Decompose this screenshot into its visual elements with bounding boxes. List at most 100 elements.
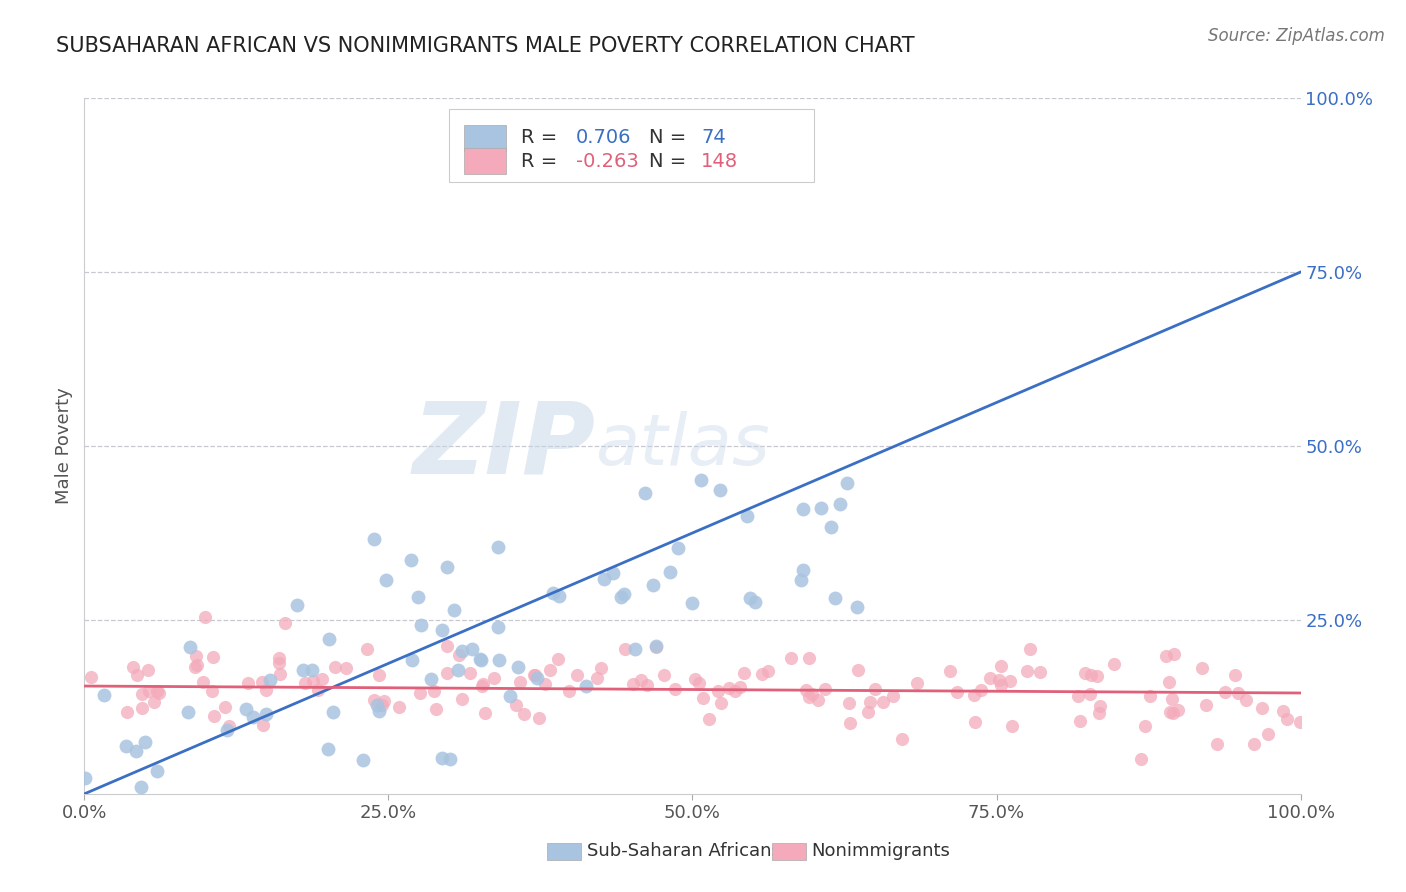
Point <box>451 691 474 706</box>
Point <box>143 695 166 709</box>
Point <box>1167 703 1189 717</box>
Point <box>614 641 637 656</box>
Point <box>664 681 686 696</box>
Point <box>423 684 446 698</box>
Point <box>267 656 290 670</box>
Point <box>987 673 1010 688</box>
Point <box>533 677 555 691</box>
Point <box>998 673 1021 688</box>
Point <box>733 666 755 681</box>
Point <box>419 672 441 686</box>
Point <box>121 660 143 674</box>
Point <box>254 682 277 697</box>
Point <box>505 698 527 712</box>
Point <box>202 649 225 664</box>
Point <box>401 653 423 667</box>
Point <box>409 686 432 700</box>
Point <box>388 700 411 714</box>
Point <box>1067 689 1090 703</box>
Point <box>425 702 447 716</box>
Point <box>458 666 481 681</box>
Point <box>274 615 297 630</box>
Point <box>1080 668 1102 682</box>
FancyBboxPatch shape <box>450 109 814 182</box>
Point <box>735 509 758 524</box>
Point <box>285 599 308 613</box>
Point <box>645 639 668 653</box>
Point <box>311 672 333 686</box>
Point <box>602 566 624 580</box>
Point <box>863 682 886 697</box>
Point <box>115 739 138 753</box>
Point <box>363 693 385 707</box>
Point <box>352 753 374 767</box>
Point <box>138 684 160 698</box>
Point <box>1139 689 1161 703</box>
Point <box>322 705 344 719</box>
Point <box>194 609 217 624</box>
Point <box>138 663 160 677</box>
Point <box>308 683 330 698</box>
Text: 0.706: 0.706 <box>575 128 631 147</box>
Point <box>683 673 706 687</box>
Point <box>468 652 491 666</box>
Point <box>1251 701 1274 715</box>
Point <box>474 706 496 720</box>
Point <box>1195 698 1218 713</box>
Point <box>318 632 340 646</box>
Point <box>659 565 682 579</box>
Point <box>450 644 472 658</box>
Point <box>1191 661 1213 675</box>
Point <box>1080 687 1102 701</box>
Point <box>529 711 551 725</box>
Point <box>235 701 257 715</box>
Point <box>792 501 814 516</box>
Point <box>707 684 730 698</box>
Point <box>1225 668 1247 682</box>
Point <box>524 668 547 682</box>
Point <box>837 475 859 490</box>
Point <box>145 684 167 698</box>
Point <box>630 673 652 688</box>
Point <box>1001 718 1024 732</box>
Text: Nonimmigrants: Nonimmigrants <box>811 842 950 860</box>
Point <box>470 653 492 667</box>
Point <box>179 640 201 654</box>
Text: -0.263: -0.263 <box>575 152 638 170</box>
Point <box>623 642 645 657</box>
Point <box>610 590 633 604</box>
Point <box>254 706 277 721</box>
Point <box>990 659 1012 673</box>
Point <box>728 680 751 694</box>
Text: ZIP: ZIP <box>412 398 595 494</box>
Point <box>794 682 817 697</box>
Bar <box>772 843 806 860</box>
Point <box>824 591 846 605</box>
Point <box>1130 752 1153 766</box>
Point <box>547 651 569 665</box>
Point <box>406 591 429 605</box>
Point <box>323 659 346 673</box>
Point <box>302 673 325 688</box>
Point <box>1069 714 1091 729</box>
Point <box>80 670 103 684</box>
Point <box>1257 726 1279 740</box>
Point <box>259 673 281 687</box>
Point <box>905 675 928 690</box>
Point <box>177 705 200 719</box>
Point <box>242 710 264 724</box>
Text: N =: N = <box>648 152 692 170</box>
Point <box>1160 692 1182 706</box>
Point <box>93 688 115 702</box>
Text: 148: 148 <box>702 152 738 170</box>
Point <box>724 683 747 698</box>
Point <box>692 691 714 706</box>
Point <box>471 679 494 693</box>
Point <box>1088 706 1111 720</box>
Point <box>839 715 862 730</box>
Point <box>134 735 156 749</box>
Point <box>436 560 458 574</box>
Point <box>558 683 581 698</box>
Text: atlas: atlas <box>595 411 769 481</box>
Point <box>548 589 571 603</box>
